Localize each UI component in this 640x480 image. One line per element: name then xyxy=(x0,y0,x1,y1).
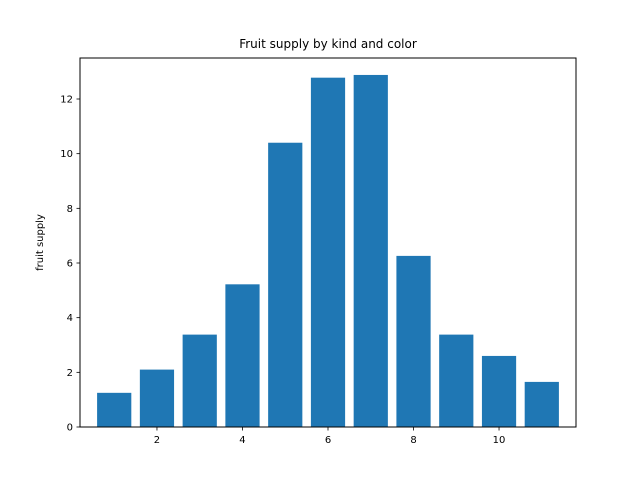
bar-4 xyxy=(225,284,260,427)
x-tick-label: 6 xyxy=(325,435,331,446)
x-tick-label: 4 xyxy=(239,435,245,446)
x-axis-ticks: 2 4 6 8 10 xyxy=(154,427,506,446)
bar-8 xyxy=(396,255,431,427)
bar-1 xyxy=(97,392,132,427)
bar-11 xyxy=(524,381,559,427)
y-tick-label: 6 xyxy=(67,259,73,270)
x-tick-label: 10 xyxy=(493,435,506,446)
chart-title: Fruit supply by kind and color xyxy=(239,37,417,51)
bar-2 xyxy=(139,369,175,427)
y-tick-label: 2 xyxy=(67,368,73,379)
y-tick-label: 10 xyxy=(60,149,73,160)
bars-group xyxy=(97,74,559,428)
y-tick-label: 12 xyxy=(60,95,73,106)
y-tick-label: 0 xyxy=(67,423,73,434)
plot-frame xyxy=(79,57,577,428)
x-tick-label: 8 xyxy=(410,435,416,446)
bar-10 xyxy=(481,355,517,427)
bar-9 xyxy=(439,334,474,427)
y-axis-ticks: 0 2 4 6 8 10 12 xyxy=(60,95,80,434)
y-tick-label: 4 xyxy=(67,313,73,324)
bar-3 xyxy=(182,334,217,427)
y-axis-label: fruit supply xyxy=(35,214,46,271)
bar-6 xyxy=(310,77,346,428)
bar-5 xyxy=(268,142,303,428)
bar-7 xyxy=(353,74,388,427)
y-tick-label: 8 xyxy=(67,204,73,215)
x-tick-label: 2 xyxy=(154,435,160,446)
